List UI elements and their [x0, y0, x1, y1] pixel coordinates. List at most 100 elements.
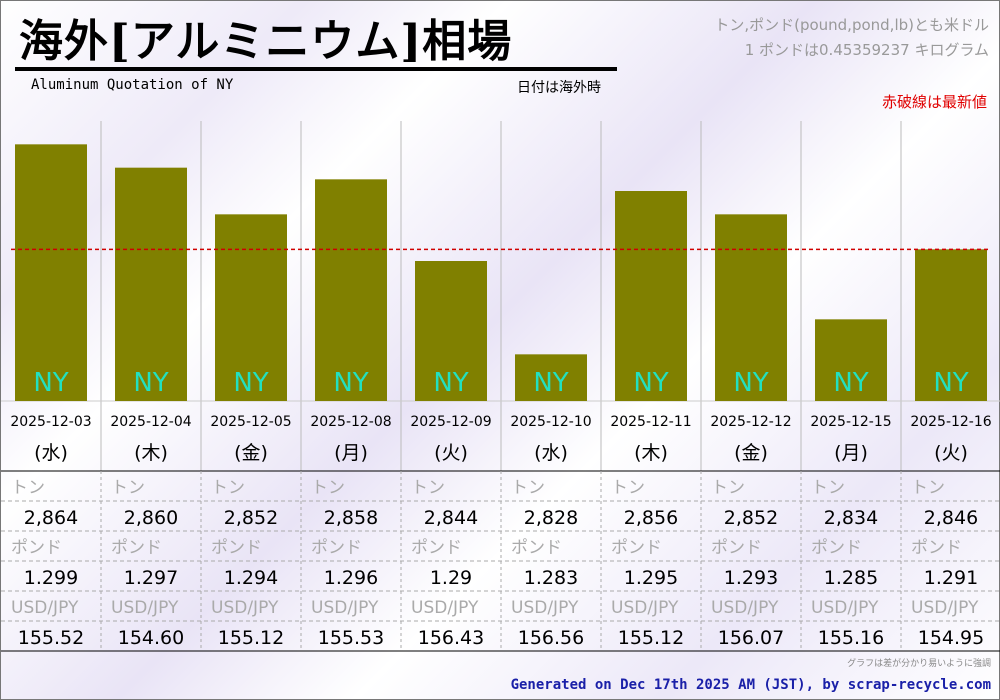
- row-header-label: USD/JPY: [411, 598, 479, 618]
- table-value-cell: 1.291: [924, 567, 978, 589]
- date-tick-label: 2025-12-08: [310, 414, 391, 430]
- date-tick-label: 2025-12-10: [510, 414, 591, 430]
- table-value-cell: 1.299: [24, 567, 78, 589]
- table-value-cell: 2,846: [924, 507, 978, 529]
- table-value-cell: 155.12: [618, 627, 684, 649]
- table-value-cell: 2,852: [724, 507, 778, 529]
- row-header-label: USD/JPY: [311, 598, 379, 618]
- bar-label: NY: [833, 368, 868, 398]
- date-tick-label: 2025-12-03: [10, 414, 91, 430]
- date-note: 日付は海外時: [517, 80, 601, 96]
- row-header-label: USD/JPY: [511, 598, 579, 618]
- table-value-cell: 2,858: [324, 507, 378, 529]
- unit-note-line-1: トン,ポンド(pound,pond,lb)とも米ドル: [714, 16, 989, 34]
- row-header-label: ポンド: [111, 538, 162, 558]
- title-underline: [15, 67, 617, 71]
- table-value-cell: 2,856: [624, 507, 678, 529]
- weekday-tick-label: (月): [334, 442, 368, 464]
- row-header-label: ポンド: [311, 538, 362, 558]
- table-value-cell: 154.95: [918, 627, 984, 649]
- row-header-label: USD/JPY: [11, 598, 79, 618]
- row-header-label: USD/JPY: [911, 598, 979, 618]
- weekday-tick-label: (火): [434, 442, 468, 464]
- weekday-tick-label: (水): [34, 442, 68, 464]
- bar-label: NY: [933, 368, 968, 398]
- bar-label: NY: [533, 368, 568, 398]
- weekday-tick-label: (月): [834, 442, 868, 464]
- row-header-label: トン: [411, 478, 445, 498]
- bar-label: NY: [333, 368, 368, 398]
- row-header-label: トン: [311, 478, 345, 498]
- date-tick-label: 2025-12-09: [410, 414, 491, 430]
- date-tick-label: 2025-12-16: [910, 414, 991, 430]
- credit-link[interactable]: Generated on Dec 17th 2025 AM (JST), by …: [510, 677, 991, 693]
- row-header-label: ポンド: [611, 538, 662, 558]
- weekday-tick-label: (火): [934, 442, 968, 464]
- row-header-label: トン: [711, 478, 745, 498]
- table-value-cell: 2,844: [424, 507, 478, 529]
- price-bar: [115, 167, 187, 401]
- row-header-label: USD/JPY: [111, 598, 179, 618]
- row-header-label: トン: [111, 478, 145, 498]
- table-value-cell: 2,864: [24, 507, 78, 529]
- bar-label: NY: [33, 368, 68, 398]
- row-header-label: トン: [911, 478, 945, 498]
- row-header-label: USD/JPY: [811, 598, 879, 618]
- table-value-cell: 1.296: [324, 567, 378, 589]
- table-value-cell: 154.60: [118, 627, 184, 649]
- weekday-tick-label: (木): [634, 442, 668, 464]
- row-header-label: ポンド: [411, 538, 462, 558]
- row-header-label: ポンド: [911, 538, 962, 558]
- bar-label: NY: [133, 368, 168, 398]
- price-bar: [615, 191, 687, 401]
- bar-label: NY: [233, 368, 268, 398]
- bar-label: NY: [633, 368, 668, 398]
- price-bar: [15, 144, 87, 402]
- row-header-label: ポンド: [11, 538, 62, 558]
- latest-line-note: 赤破線は最新値: [881, 93, 987, 111]
- table-value-cell: 1.297: [124, 567, 178, 589]
- table-value-cell: 156.07: [718, 627, 784, 649]
- table-value-cell: 1.295: [624, 567, 678, 589]
- weekday-tick-label: (水): [534, 442, 568, 464]
- row-header-label: ポンド: [811, 538, 862, 558]
- price-bar: [815, 319, 887, 401]
- row-header-label: トン: [11, 478, 45, 498]
- price-bar: [715, 214, 787, 401]
- date-tick-label: 2025-12-05: [210, 414, 291, 430]
- table-value-cell: 2,834: [824, 507, 878, 529]
- emphasis-note: グラフは差が分かり易いように強調: [847, 659, 991, 669]
- price-bar: [415, 261, 487, 401]
- table-value-cell: 1.283: [524, 567, 578, 589]
- row-header-label: トン: [511, 478, 545, 498]
- table-value-cell: 155.53: [318, 627, 384, 649]
- table-value-cell: 1.29: [430, 567, 472, 589]
- table-value-cell: 1.285: [824, 567, 878, 589]
- unit-note: トン,ポンド(pound,pond,lb)とも米ドル 1 ポンドは0.45359…: [629, 13, 989, 63]
- unit-note-line-2: 1 ポンドは0.45359237 キログラム: [744, 41, 989, 59]
- weekday-tick-label: (金): [734, 442, 768, 464]
- row-header-label: ポンド: [711, 538, 762, 558]
- row-header-label: ポンド: [211, 538, 262, 558]
- table-value-cell: 156.56: [518, 627, 584, 649]
- table-value-cell: 2,828: [524, 507, 578, 529]
- row-header-label: トン: [211, 478, 245, 498]
- table-value-cell: 156.43: [418, 627, 484, 649]
- weekday-tick-label: (木): [134, 442, 168, 464]
- date-tick-label: 2025-12-11: [610, 414, 691, 430]
- table-value-cell: 1.294: [224, 567, 278, 589]
- price-bar: [915, 249, 987, 401]
- row-header-label: USD/JPY: [711, 598, 779, 618]
- row-header-label: ポンド: [511, 538, 562, 558]
- weekday-tick-label: (金): [234, 442, 268, 464]
- date-tick-label: 2025-12-15: [810, 414, 891, 430]
- row-header-label: USD/JPY: [611, 598, 679, 618]
- date-tick-label: 2025-12-12: [710, 414, 791, 430]
- row-header-label: トン: [811, 478, 845, 498]
- date-tick-label: 2025-12-04: [110, 414, 191, 430]
- bar-label: NY: [433, 368, 468, 398]
- page-title: 海外[アルミニウム]相場: [19, 16, 513, 67]
- chart-subtitle: Aluminum Quotation of NY: [31, 77, 234, 93]
- price-bar: [515, 354, 587, 401]
- price-bar: [315, 179, 387, 401]
